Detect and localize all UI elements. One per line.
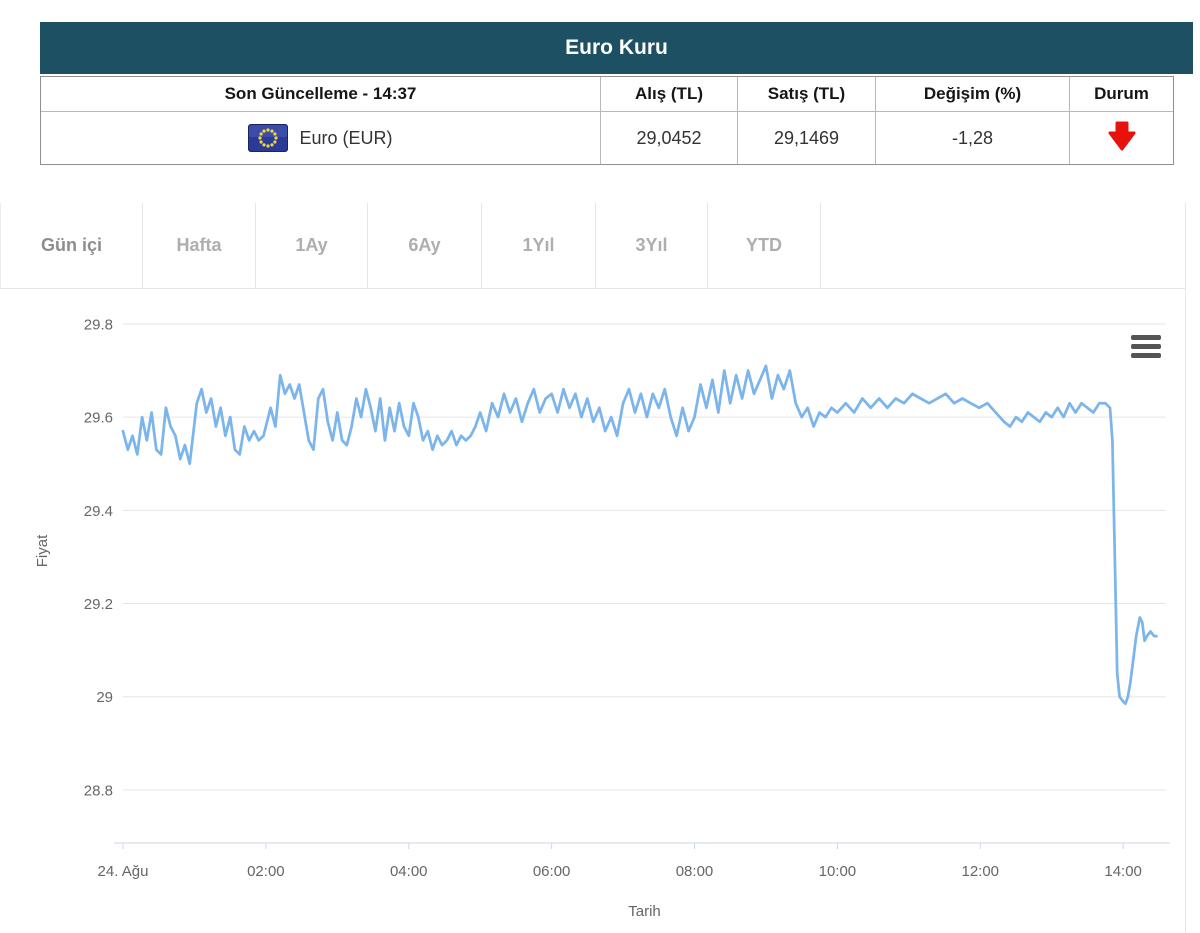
page-title: Euro Kuru <box>565 36 668 59</box>
svg-text:29: 29 <box>96 689 113 706</box>
tab-3yil[interactable]: 3Yıl <box>596 203 708 288</box>
svg-text:02:00: 02:00 <box>247 863 285 880</box>
chart-panel: Gün içi Hafta 1Ay 6Ay 1Yıl 3Yıl YTD 28.8… <box>0 203 1186 933</box>
svg-text:28.8: 28.8 <box>84 782 113 799</box>
y-gridlines <box>123 323 1166 791</box>
tab-hafta[interactable]: Hafta <box>143 203 256 288</box>
quote-title-bar: Euro Kuru <box>40 22 1193 74</box>
price-series-line <box>121 364 1158 706</box>
change-value: -1,28 <box>876 112 1070 164</box>
price-line-chart-svg: 28.8 29 29.2 29.4 29.6 29.8 24. Ağu 02:00 04:00 0… <box>34 316 1170 920</box>
quote-table: Son Güncelleme - 14:37 Alış (TL) Satış (… <box>40 76 1174 165</box>
col-header-change: Değişim (%) <box>876 77 1070 112</box>
tab-6ay[interactable]: 6Ay <box>368 203 482 288</box>
eu-flag-icon <box>248 124 289 152</box>
currency-name: Euro (EUR) <box>299 127 393 148</box>
range-tab-strip: Gün içi Hafta 1Ay 6Ay 1Yıl 3Yıl YTD <box>0 203 1185 289</box>
svg-text:06:00: 06:00 <box>533 863 571 880</box>
status-cell <box>1070 112 1173 164</box>
svg-text:24. Ağu: 24. Ağu <box>98 863 149 880</box>
sell-value: 29,1469 <box>738 112 876 164</box>
tab-1ay[interactable]: 1Ay <box>256 203 368 288</box>
hamburger-menu-icon[interactable] <box>1131 335 1161 362</box>
red-down-arrow-icon <box>1104 118 1140 159</box>
y-tick-labels: 28.8 29 29.2 29.4 29.6 29.8 <box>84 316 113 799</box>
price-chart: 28.8 29 29.2 29.4 29.6 29.8 24. Ağu 02:00 04:00 0… <box>0 289 1185 933</box>
svg-text:10:00: 10:00 <box>819 863 857 880</box>
tab-1yil[interactable]: 1Yıl <box>482 203 596 288</box>
svg-text:29.2: 29.2 <box>84 596 113 613</box>
tab-ytd[interactable]: YTD <box>708 203 821 288</box>
svg-text:29.8: 29.8 <box>84 316 113 333</box>
col-header-last-update: Son Güncelleme - 14:37 <box>41 77 601 112</box>
currency-cell: Euro (EUR) <box>41 112 601 164</box>
svg-text:04:00: 04:00 <box>390 863 428 880</box>
svg-text:08:00: 08:00 <box>676 863 714 880</box>
col-header-buy: Alış (TL) <box>601 77 738 112</box>
buy-value: 29,0452 <box>601 112 738 164</box>
x-axis-title: Tarih <box>628 903 661 920</box>
col-header-status: Durum <box>1070 77 1173 112</box>
tab-gun-ici[interactable]: Gün içi <box>1 203 143 288</box>
x-ticks <box>122 843 1124 849</box>
x-tick-labels: 24. Ağu 02:00 04:00 06:00 08:00 10:00 12:00 14:… <box>98 863 1142 880</box>
svg-text:12:00: 12:00 <box>961 863 999 880</box>
col-header-sell: Satış (TL) <box>738 77 876 112</box>
svg-text:14:00: 14:00 <box>1104 863 1142 880</box>
quote-card: Euro Kuru Son Güncelleme - 14:37 Alış (T… <box>40 22 1193 165</box>
svg-text:29.6: 29.6 <box>84 410 113 427</box>
y-axis-title: Fiyat <box>34 534 51 567</box>
svg-text:29.4: 29.4 <box>84 503 113 520</box>
